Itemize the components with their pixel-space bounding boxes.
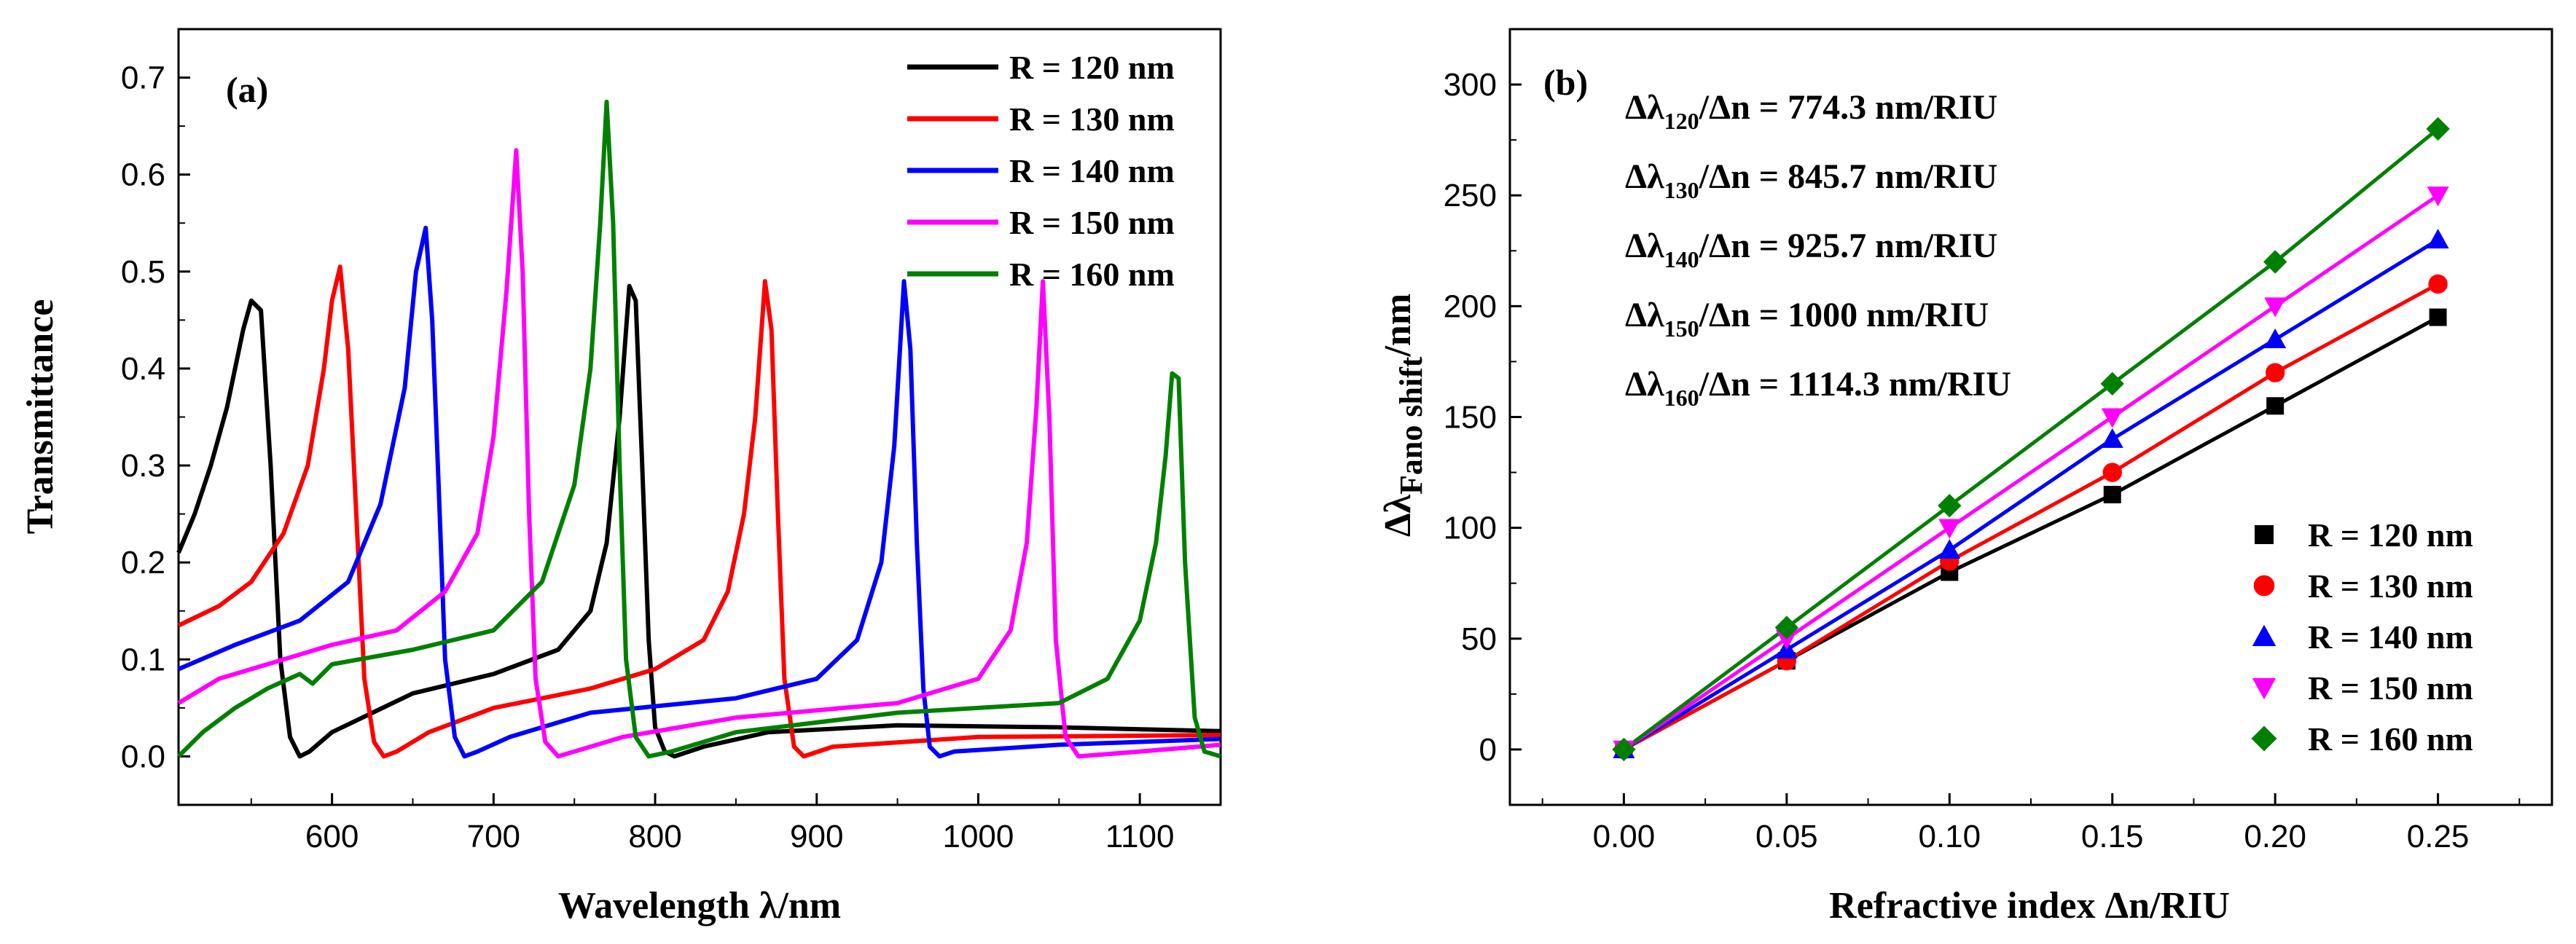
data-point-r120	[2266, 397, 2285, 415]
legend-marker-b	[2252, 624, 2276, 646]
data-point-r150	[1775, 629, 1798, 650]
legend-label-a: R = 130 nm	[1009, 101, 1175, 138]
x-tick-label-a: 1100	[1105, 819, 1175, 854]
x-axis-title-a: Wavelength λ/nm	[558, 885, 841, 927]
panel-a: 600 700 800 900 1000 1100 0.0 0.1 0.2 0.3 0.4 0.5 0.…	[20, 28, 1222, 927]
data-point-r140	[2101, 428, 2123, 448]
data-point-r140	[2264, 329, 2287, 348]
legend-label-b: R = 160 nm	[2308, 720, 2473, 758]
x-tick-label-a: 700	[467, 819, 520, 854]
sensitivity-annotation: Δλ160/Δn = 1114.3 nm/RIU	[1625, 365, 2011, 411]
data-point-r160	[1612, 737, 1636, 762]
y-tick-label-a: 0.1	[121, 642, 165, 677]
data-point-r150	[2101, 408, 2123, 428]
fit-line-r150	[1622, 194, 2440, 751]
y-tick-label-b: 50	[1461, 621, 1497, 657]
data-point-r150	[1938, 519, 1961, 539]
y-tick-label-a: 0.3	[121, 448, 165, 484]
series-line-r140	[177, 225, 1221, 759]
legend-label-a: R = 150 nm	[1009, 204, 1175, 241]
y-tick-label-b: 100	[1444, 511, 1497, 546]
y-tick-label-a: 0.6	[121, 157, 165, 193]
y-tick-label-b: 200	[1444, 288, 1497, 324]
y-tick-label-b: 150	[1444, 400, 1497, 436]
y-tick-label-b: 250	[1444, 178, 1497, 213]
fit-line-r130	[1623, 282, 2439, 752]
y-tick-label-a: 0.0	[121, 739, 165, 774]
y-axis-title-a: Transmittance	[20, 299, 61, 535]
legend-label-b: R = 150 nm	[2308, 669, 2473, 707]
legend-label-a: R = 140 nm	[1009, 152, 1175, 189]
x-tick-label-b: 0.00	[1593, 819, 1656, 854]
legend-label-a: R = 120 nm	[1009, 49, 1175, 86]
data-point-r160	[2100, 371, 2124, 396]
series-line-r150	[177, 148, 1221, 759]
x-tick-label-a: 1000	[942, 819, 1014, 854]
fit-line-r160	[1622, 127, 2440, 751]
legend-marker-b	[2255, 525, 2274, 544]
x-tick-label-b: 0.15	[2081, 819, 2144, 854]
x-tick-label-a: 900	[790, 819, 843, 854]
legend-label-b: R = 140 nm	[2308, 618, 2473, 656]
x-axis-title-b: Refractive index Δn/RIU	[1829, 885, 2230, 927]
x-tick-label-a: 800	[628, 819, 681, 854]
y-tick-label-a: 0.7	[121, 60, 165, 96]
sensitivity-annotation: Δλ150/Δn = 1000 nm/RIU	[1625, 296, 1989, 342]
y-tick-label-a: 0.2	[121, 545, 165, 581]
data-point-r130	[2102, 463, 2122, 482]
legend-label-b: R = 120 nm	[2308, 516, 2473, 554]
data-point-r160	[2263, 250, 2287, 274]
y-tick-label-b: 0	[1479, 732, 1497, 768]
sensitivity-annotation: Δλ120/Δn = 774.3 nm/RIU	[1625, 88, 1997, 134]
legend-label-b: R = 130 nm	[2308, 567, 2473, 605]
y-axis-title-b-main: Δλ	[1377, 495, 1419, 538]
sensitivity-annotation: Δλ140/Δn = 925.7 nm/RIU	[1625, 227, 1997, 272]
y-axis-title-b: ΔλFano shift/nm	[1377, 294, 1429, 537]
data-point-r160	[1774, 615, 1799, 640]
series-line-r130	[177, 264, 1221, 759]
series-line-r120	[176, 283, 1221, 759]
legend-marker-b	[2253, 575, 2275, 597]
plot-frame-a	[177, 28, 1222, 806]
legend-label-a: R = 160 nm	[1009, 256, 1175, 293]
x-tick-label-a: 600	[305, 819, 359, 854]
legend-marker-b	[2251, 725, 2277, 752]
data-point-r120	[2103, 486, 2121, 503]
x-tick-label-b: 0.20	[2244, 819, 2306, 854]
data-point-r130	[2265, 363, 2285, 382]
data-point-r130	[2428, 274, 2448, 294]
panel-b: 0.00 0.05 0.10 0.15 0.20 0.25 0 50 100 150 200 250 3…	[1377, 28, 2553, 927]
panel-label-b: (b)	[1543, 62, 1588, 103]
x-tick-label-b: 0.05	[1755, 819, 1818, 854]
y-axis-title-b-sub: Fano shift	[1393, 356, 1429, 495]
data-point-r120	[2429, 308, 2447, 326]
y-tick-label-a: 0.5	[121, 254, 165, 290]
fit-line-r140	[1623, 237, 2439, 752]
series-line-r160	[176, 99, 1221, 759]
data-point-r160	[1938, 494, 1962, 518]
x-tick-label-b: 0.10	[1918, 819, 1981, 854]
panel-label-a: (a)	[226, 69, 268, 110]
data-point-r160	[2426, 117, 2450, 141]
data-point-r140	[1938, 539, 1961, 559]
y-tick-label-a: 0.4	[121, 351, 165, 387]
data-point-r150	[2427, 186, 2449, 207]
y-tick-label-b: 300	[1444, 67, 1497, 103]
legend-marker-b	[2252, 678, 2276, 700]
sensitivity-annotation: Δλ130/Δn = 845.7 nm/RIU	[1625, 157, 1997, 203]
x-tick-label-b: 0.25	[2407, 819, 2470, 854]
data-point-r140	[2427, 229, 2449, 249]
y-axis-title-b-tail: /nm	[1377, 294, 1419, 358]
data-point-r150	[2264, 297, 2287, 318]
